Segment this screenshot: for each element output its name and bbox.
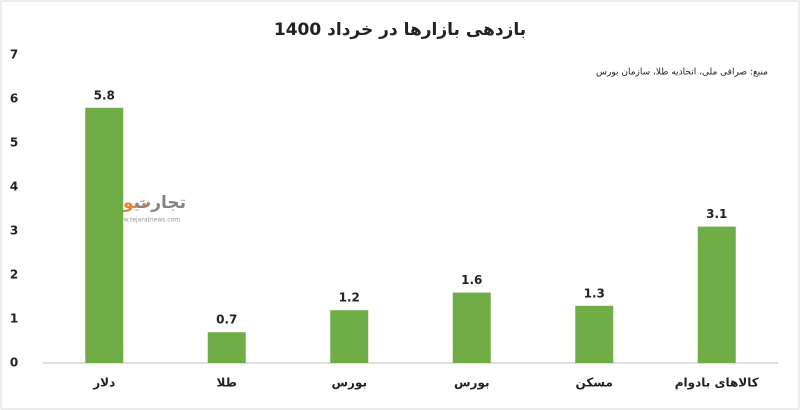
value-label: 0.7 bbox=[216, 313, 237, 327]
bar bbox=[207, 332, 246, 363]
value-label: 3.1 bbox=[706, 207, 727, 221]
x-tick-label: دلار bbox=[92, 376, 115, 390]
bar bbox=[85, 107, 124, 363]
x-tick-label: طلا bbox=[217, 376, 237, 390]
x-tick-label: بورس bbox=[332, 376, 368, 391]
y-tick-label: 7 bbox=[10, 48, 18, 62]
value-label: 5.8 bbox=[94, 88, 115, 102]
y-tick-label: 5 bbox=[10, 136, 18, 150]
watermark: نیوز تجارت www.tejaratnews.com bbox=[112, 193, 186, 224]
chart-title: بازدهی بازارها در خرداد 1400 bbox=[274, 20, 526, 40]
bar bbox=[575, 305, 614, 363]
y-tick-label: 6 bbox=[10, 92, 18, 106]
y-tick-label: 1 bbox=[10, 312, 18, 326]
value-label: 1.6 bbox=[461, 273, 482, 287]
y-tick-label: 0 bbox=[10, 356, 18, 370]
y-tick-label: 3 bbox=[10, 224, 18, 238]
bar bbox=[452, 292, 491, 363]
x-tick-label: کالاهای بادوام bbox=[675, 376, 759, 391]
x-tick-label: بورس bbox=[454, 376, 490, 391]
value-label: 1.3 bbox=[584, 286, 605, 300]
watermark-brand: تجارت bbox=[134, 193, 186, 213]
bar bbox=[330, 310, 369, 363]
source-note: منبع: صرافی ملی، اتحادیه طلا، سازمان بور… bbox=[596, 68, 768, 78]
value-label: 1.2 bbox=[339, 291, 360, 305]
watermark-url: www.tejaratnews.com bbox=[114, 217, 180, 224]
x-tick-label: مسکن bbox=[576, 376, 613, 390]
bar bbox=[697, 226, 736, 363]
y-tick-label: 2 bbox=[10, 268, 18, 282]
y-tick-label: 4 bbox=[10, 180, 18, 194]
